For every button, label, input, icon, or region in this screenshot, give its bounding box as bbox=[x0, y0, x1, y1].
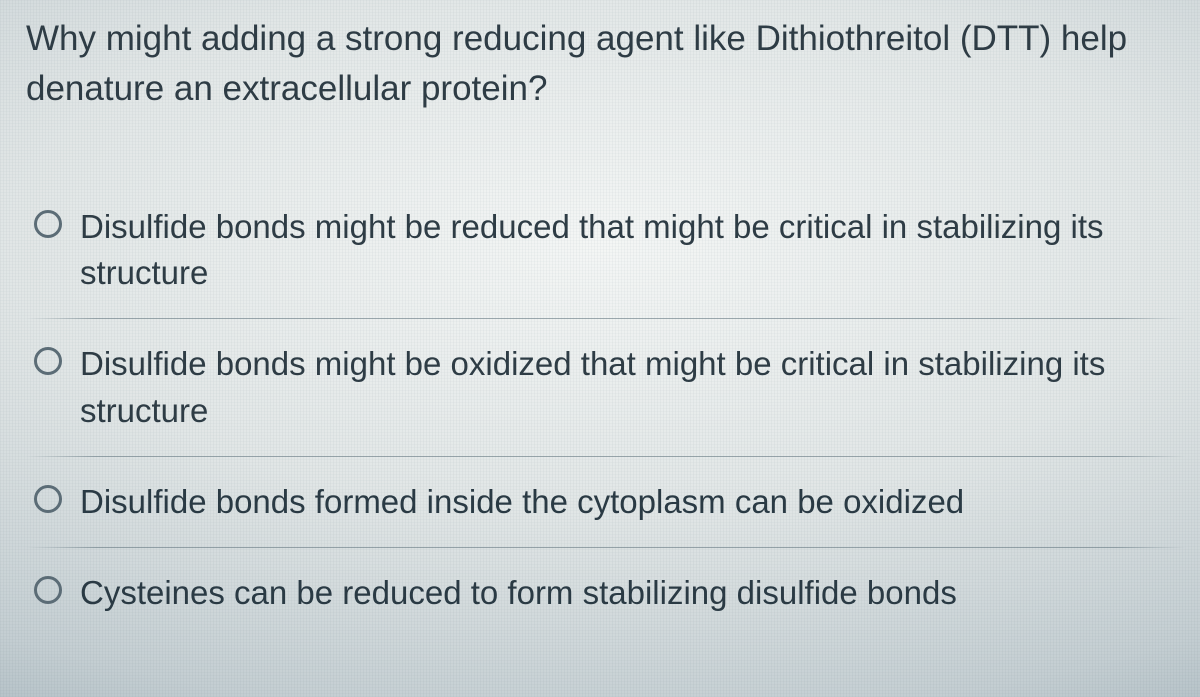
option-label: Cysteines can be reduced to form stabili… bbox=[80, 570, 957, 616]
radio-icon[interactable] bbox=[34, 485, 62, 513]
option-row[interactable]: Disulfide bonds might be reduced that mi… bbox=[26, 182, 1186, 318]
options-group: Disulfide bonds might be reduced that mi… bbox=[26, 182, 1186, 638]
option-row[interactable]: Disulfide bonds might be oxidized that m… bbox=[26, 319, 1186, 455]
option-label: Disulfide bonds might be reduced that mi… bbox=[80, 204, 1178, 296]
radio-icon[interactable] bbox=[34, 210, 62, 238]
option-row[interactable]: Disulfide bonds formed inside the cytopl… bbox=[26, 457, 1186, 547]
question-text: Why might adding a strong reducing agent… bbox=[26, 14, 1176, 113]
radio-icon[interactable] bbox=[34, 576, 62, 604]
option-label: Disulfide bonds formed inside the cytopl… bbox=[80, 479, 964, 525]
radio-icon[interactable] bbox=[34, 347, 62, 375]
quiz-question-panel: Why might adding a strong reducing agent… bbox=[0, 0, 1200, 697]
option-label: Disulfide bonds might be oxidized that m… bbox=[80, 341, 1178, 433]
option-row[interactable]: Cysteines can be reduced to form stabili… bbox=[26, 548, 1186, 638]
